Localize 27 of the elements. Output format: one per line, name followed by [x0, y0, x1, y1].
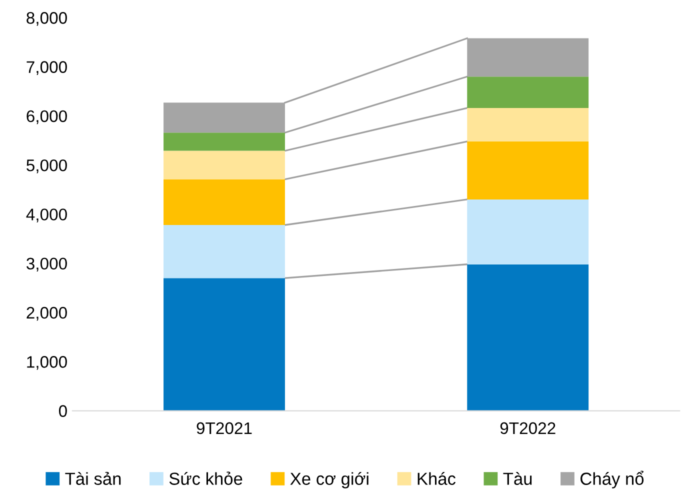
bar [164, 225, 285, 278]
bar [164, 150, 285, 180]
bar [164, 132, 285, 151]
y-tick-label: 2,000 [26, 306, 67, 321]
y-tick-label: 4,000 [26, 208, 67, 222]
legend-label: Sức khỏe [169, 472, 242, 485]
bar [467, 199, 589, 264]
y-tick-label: 5,000 [26, 159, 67, 174]
y-tick-label: 8,000 [26, 12, 67, 26]
bar [164, 179, 285, 226]
y-tick-label: 3,000 [26, 258, 67, 272]
bar [467, 76, 589, 108]
y-tick-label: 7,000 [26, 61, 67, 75]
legend-label: Xe cơ giới [290, 472, 368, 488]
y-tick-label: 0 [58, 405, 67, 417]
legend-label: Tàu [503, 472, 532, 485]
y-tick-label: 1,000 [27, 356, 67, 370]
x-tick-label: 9T2021 [196, 422, 252, 434]
legend-label: Khác [418, 472, 456, 485]
legend-label: Tài sản [65, 472, 121, 485]
bar [467, 141, 589, 200]
bar [467, 108, 589, 142]
bar [164, 278, 285, 411]
x-tick-label: 9T2022 [500, 422, 556, 434]
bar [467, 264, 589, 411]
legend-label: Cháy nổ [580, 470, 644, 488]
y-tick-label: 6,000 [26, 110, 67, 124]
